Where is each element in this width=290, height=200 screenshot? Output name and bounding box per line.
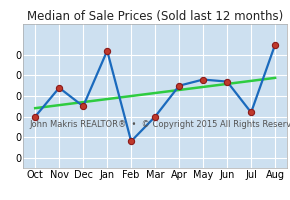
Point: [249, 111, 253, 114]
Point: [81, 105, 86, 108]
Point: [177, 84, 182, 87]
Point: [201, 78, 205, 81]
Text: John Makris REALTOR®  •  © Copyright 2015 All Rights Reserv: John Makris REALTOR® • © Copyright 2015 …: [29, 120, 290, 129]
Point: [225, 80, 229, 83]
Point: [129, 140, 133, 143]
Point: [57, 86, 61, 89]
Point: [153, 115, 157, 118]
Point: [33, 115, 37, 118]
Title: Median of Sale Prices (Sold last 12 months): Median of Sale Prices (Sold last 12 mont…: [27, 10, 283, 23]
Point: [105, 49, 110, 52]
Point: [273, 43, 278, 46]
